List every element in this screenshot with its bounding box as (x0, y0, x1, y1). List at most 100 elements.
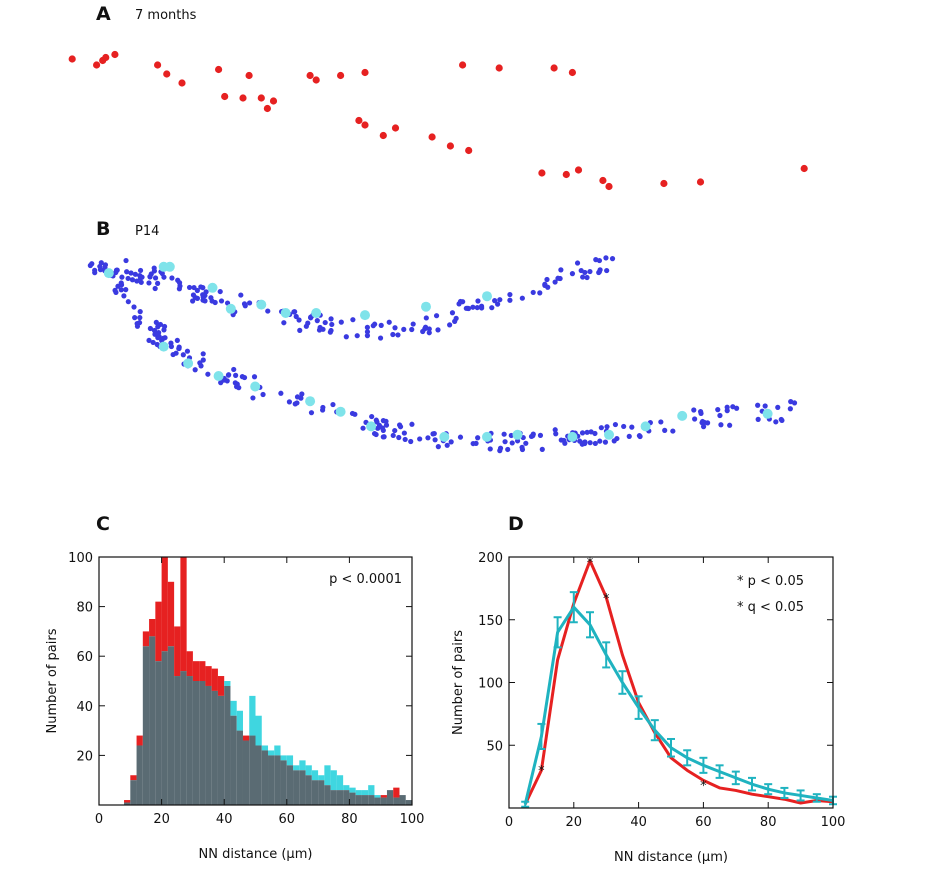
panel-b-highlight-point (311, 308, 322, 318)
panel-a-point (312, 76, 320, 84)
hist-bar-overlap (186, 676, 193, 805)
panel-b-point (286, 399, 293, 405)
panel-a-point (465, 146, 473, 155)
panel-b-point (168, 343, 175, 350)
panel-c-letter: C (96, 513, 110, 535)
panel-b-point (700, 424, 707, 430)
panel-b-point (417, 436, 423, 442)
panel-b-point (692, 416, 698, 422)
p-value-annotation: p < 0.0001 (329, 572, 402, 587)
hist-bar-red (180, 557, 187, 672)
panel-a-point (391, 124, 400, 132)
x-tick-label: 0 (95, 812, 103, 827)
hist-bar-overlap (174, 676, 181, 805)
panel-a-point (111, 50, 119, 59)
panel-b-point (328, 316, 334, 322)
hist-bar-red (167, 581, 175, 647)
panel-b-point (152, 275, 159, 281)
hist-bar-overlap (274, 755, 281, 805)
panel-a-point (495, 64, 503, 72)
panel-b-point (176, 345, 182, 352)
panel-b-point (602, 439, 609, 445)
panel-b-highlight-point (280, 308, 291, 318)
x-tick-label: 20 (153, 812, 170, 827)
hist-bar-red (136, 735, 143, 746)
panel-a-point (263, 104, 271, 113)
panel-b-point (762, 403, 768, 409)
hist-bar-overlap (368, 795, 375, 805)
hist-bar-overlap (355, 795, 362, 805)
panel-a-point (68, 55, 76, 63)
panel-b-point (553, 431, 559, 437)
panel-b-highlight-point (439, 431, 450, 442)
panel-b-point (180, 352, 186, 358)
x-tick-label: 100 (400, 812, 425, 827)
panel-b-point (519, 444, 525, 450)
hist-bar-cyan (305, 765, 312, 776)
panel-b-point (364, 324, 370, 330)
panel-b-highlight-point (512, 429, 523, 440)
x-tick-label: 60 (279, 812, 296, 827)
panel-b-point (604, 424, 610, 430)
hist-bar-red (211, 668, 218, 691)
panel-b-highlight-point (183, 358, 194, 369)
panel-b-point (523, 440, 529, 446)
panel-b-point (360, 425, 366, 431)
panel-b-point (299, 391, 305, 397)
panel-b-point (530, 289, 536, 296)
panel-b-point (251, 374, 258, 380)
panel-b-point (234, 381, 240, 387)
panel-b-highlight-point (482, 431, 492, 442)
panel-b-point (449, 310, 456, 316)
hist-bar-overlap (349, 792, 356, 805)
x-tick-label: 100 (821, 815, 846, 830)
panel-b-point (448, 439, 454, 445)
panel-b-point (465, 305, 471, 311)
panel-b-point (457, 434, 464, 440)
panel-b-highlight-point (482, 291, 492, 302)
hist-bar-overlap (393, 797, 400, 805)
hist-bar-cyan (249, 695, 256, 736)
panel-b-point (112, 287, 118, 293)
y-tick-label: 100 (68, 551, 93, 566)
panel-b-point (200, 357, 206, 363)
panel-b-highlight-point (360, 310, 370, 321)
panel-b-point (390, 331, 396, 338)
hist-bar-red (242, 735, 250, 741)
hist-bar-overlap (205, 685, 212, 805)
panel-b-point (401, 430, 407, 436)
panel-b-point (203, 289, 209, 295)
panel-b-point (474, 304, 480, 311)
panel-b-point (373, 417, 379, 423)
x-tick-label: 40 (630, 815, 647, 830)
hist-bar-overlap (324, 785, 331, 805)
hist-bar-overlap (217, 695, 225, 805)
panel-b-point (699, 418, 706, 425)
x-tick-label: 80 (760, 815, 777, 830)
hist-bar-cyan (349, 787, 356, 793)
panel-b-point (119, 274, 125, 280)
line-red-series (523, 559, 834, 805)
panel-b-point (162, 335, 168, 341)
panel-b-point (338, 319, 344, 325)
panel-b-point (579, 441, 585, 447)
panel-b-highlight-point (762, 408, 773, 419)
hist-bar-overlap (399, 795, 406, 805)
panel-b-point (151, 327, 158, 334)
panel-b-point (433, 313, 440, 319)
panel-b-point (501, 431, 507, 437)
panel-b-point (375, 425, 381, 431)
panel-a-letter: A (96, 3, 111, 25)
panel-b-point (314, 318, 320, 324)
panel-b-point (125, 275, 131, 282)
panel-a-point (178, 79, 186, 87)
hist-bar-cyan (299, 760, 306, 771)
panel-b-point (507, 291, 513, 298)
panel-b-point (383, 422, 390, 428)
hist-bar-overlap (149, 636, 156, 805)
hist-bar-red (217, 676, 225, 696)
hist-bar-red (142, 631, 150, 647)
panel-d-frame (508, 556, 834, 809)
panel-a-point (221, 92, 229, 101)
panel-b-point (422, 324, 429, 330)
